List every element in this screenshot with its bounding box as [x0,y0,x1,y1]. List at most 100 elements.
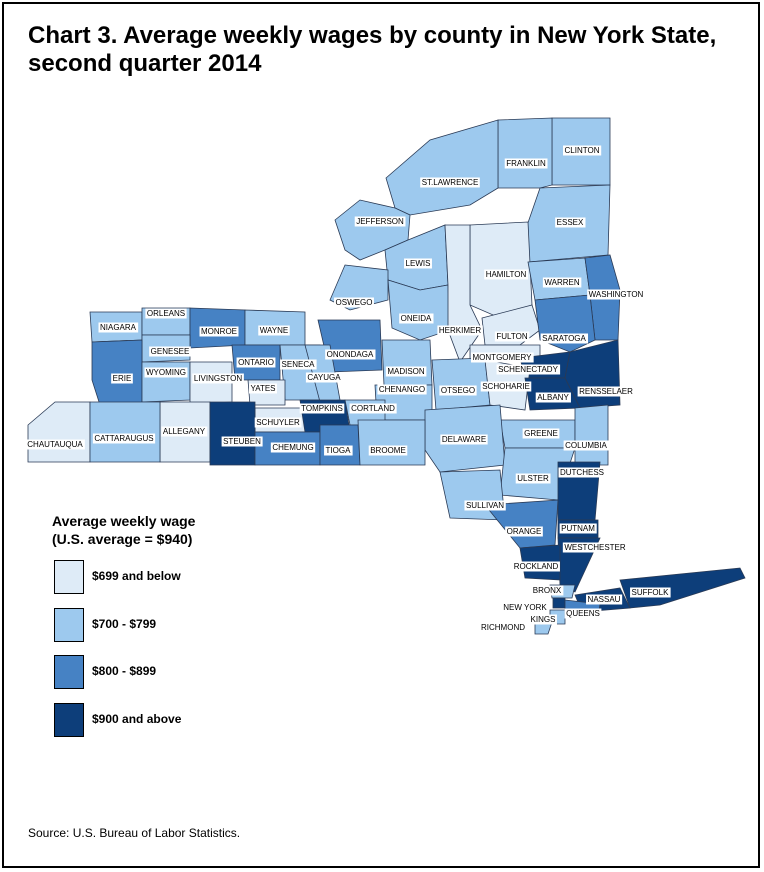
county-name: ROCKLAND [514,562,559,571]
county-name: STEUBEN [223,437,261,446]
county-label-box [471,352,534,363]
county-region-columbia [574,404,609,466]
county-name: CLINTON [565,146,600,155]
county-label-queens: QUEENS [564,608,602,619]
county-label-box [562,542,628,553]
county-name: WAYNE [260,326,288,335]
county-region-franklin [497,117,553,189]
county-name: OSWEGO [336,298,373,307]
county-label-orange: ORANGE [505,526,543,537]
county-name: PUTNAM [561,524,595,533]
county-label-st-lawrence: ST.LAWRENCE [420,177,480,188]
county-label-box [577,386,635,397]
legend-swatch [54,608,84,642]
county-region-erie [91,339,143,406]
county-label-box [440,434,488,445]
county-label-box [324,445,353,456]
county-name: ST.LAWRENCE [422,178,479,187]
county-label-box [501,602,549,613]
county-name: BRONX [533,586,562,595]
county-name: ALLEGANY [163,427,206,436]
county-label-box [221,436,263,447]
county-name: MADISON [387,367,425,376]
county-label-box [504,158,548,169]
legend-item-high: $900 and above [54,703,274,739]
county-name: ESSEX [557,218,584,227]
county-label-box [25,439,85,450]
county-name: MONROE [201,327,237,336]
county-label-box [540,333,589,344]
county-name: LIVINGSTON [194,374,243,383]
county-label-box [299,403,345,414]
county-label-box [630,587,671,598]
county-label-rensselaer: RENSSELAER [577,386,635,397]
county-name: WYOMING [146,368,186,377]
county-label-saratoga: SARATOGA [540,333,589,344]
county-label-box [399,313,434,324]
county-label-clinton: CLINTON [563,145,602,156]
county-name: ALBANY [537,393,569,402]
county-name: CATTARAUGUS [94,434,153,443]
county-label-richmond: RICHMOND [479,622,527,633]
county-label-rockland: ROCKLAND [512,561,560,572]
county-label-chautauqua: CHAUTAUQUA [25,439,85,450]
county-name: FRANKLIN [506,159,546,168]
county-name: YATES [250,384,275,393]
county-label-box [199,326,239,337]
county-label-sullivan: SULLIVAN [464,500,506,511]
county-label-box [92,433,156,444]
county-label-box [236,357,276,368]
county-label-oswego: OSWEGO [334,297,374,308]
county-label-box [564,608,602,619]
county-label-onondaga: ONONDAGA [325,349,376,360]
county-label-putnam: PUTNAM [559,523,597,534]
county-name: CORTLAND [351,404,395,413]
county-label-chemung: CHEMUNG [270,442,316,453]
county-name: BROOME [370,446,406,455]
county-name: CHAUTAUQUA [27,440,83,449]
county-region-madison [381,339,433,386]
county-name: SCHUYLER [256,418,300,427]
county-label-box [270,442,316,453]
county-label-box [404,258,432,269]
county-label-box [420,177,480,188]
county-label-box [529,614,557,625]
county-label-box [437,325,483,336]
county-label-box [531,585,564,596]
county-name: OTSEGO [441,386,475,395]
county-label-box [505,526,543,537]
county-label-tompkins: TOMPKINS [299,403,345,414]
county-name: WARREN [544,278,579,287]
county-name: KINGS [531,615,556,624]
legend-label: $700 - $799 [92,617,157,631]
county-name: ORLEANS [147,309,185,318]
county-label-dutchess: DUTCHESS [558,467,606,478]
county-label-kings: KINGS [529,614,557,625]
legend-swatch [54,703,84,737]
county-name: NIAGARA [100,323,137,332]
county-name: RENSSELAER [579,387,633,396]
county-label-suffolk: SUFFOLK [630,587,671,598]
county-name: ONTARIO [238,358,274,367]
county-label-box [385,366,427,377]
legend-item-low: $699 and below [54,560,274,596]
county-label-cattaraugus: CATTARAUGUS [92,433,156,444]
county-label-schuyler: SCHUYLER [254,417,302,428]
county-label-box [494,331,530,342]
county-label-schoharie: SCHOHARIE [480,381,532,392]
county-label-box [563,440,610,451]
county-label-cayuga: CAYUGA [305,372,343,383]
county-name: ERIE [113,374,132,383]
county-name: TOMPKINS [301,404,343,413]
county-region-st-lawrence [385,119,499,216]
county-name: COLUMBIA [565,441,607,450]
county-label-jefferson: JEFFERSON [354,216,406,227]
county-name: CHENANGO [379,385,425,394]
county-label-box [558,467,606,478]
county-label-warren: WARREN [542,277,582,288]
county-label-niagara: NIAGARA [98,322,139,333]
county-name: HERKIMER [439,326,481,335]
county-label-box [325,349,376,360]
county-label-box [479,622,527,633]
